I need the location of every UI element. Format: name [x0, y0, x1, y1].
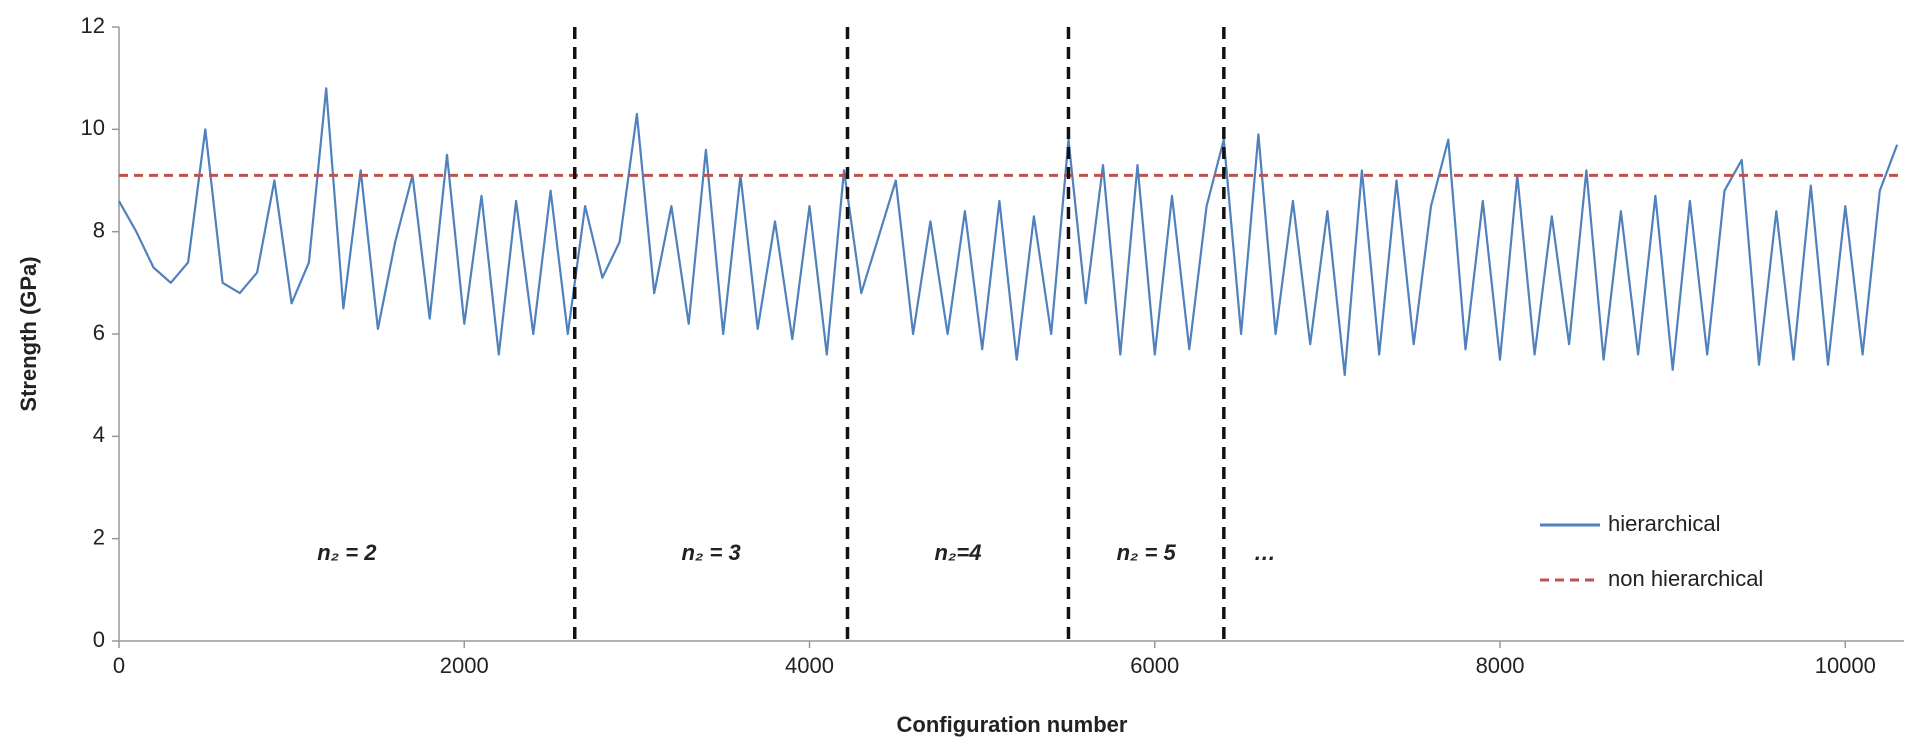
region-label: n₂ = 2: [317, 540, 377, 565]
region-label: n₂ = 5: [1117, 540, 1177, 565]
y-tick-label: 10: [81, 115, 105, 140]
y-tick-label: 4: [93, 422, 105, 447]
data-line: [118, 87, 1899, 376]
y-axis-label: Strength (GPa): [16, 256, 41, 411]
legend-label: non hierarchical: [1608, 566, 1763, 591]
y-tick-label: 12: [81, 13, 105, 38]
region-label: …: [1254, 540, 1276, 565]
region-label: n₂ = 3: [682, 540, 741, 565]
x-axis-label: Configuration number: [897, 712, 1128, 737]
x-tick-label: 8000: [1476, 653, 1525, 678]
region-label: n₂=4: [935, 540, 982, 565]
x-tick-label: 0: [113, 653, 125, 678]
y-tick-label: 2: [93, 524, 105, 549]
y-tick-label: 8: [93, 217, 105, 242]
x-tick-label: 4000: [785, 653, 834, 678]
x-tick-label: 10000: [1815, 653, 1876, 678]
x-tick-label: 6000: [1130, 653, 1179, 678]
legend-label: hierarchical: [1608, 511, 1721, 536]
y-tick-label: 0: [93, 627, 105, 652]
y-tick-label: 6: [93, 320, 105, 345]
x-tick-label: 2000: [440, 653, 489, 678]
